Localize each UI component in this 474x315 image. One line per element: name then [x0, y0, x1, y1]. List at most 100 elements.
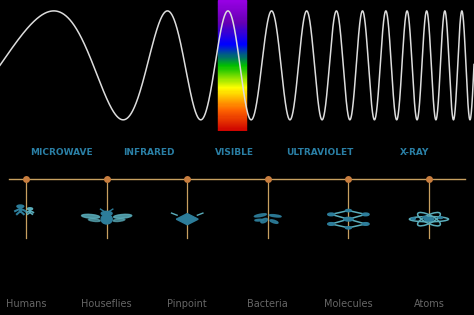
- Bar: [218, 53, 246, 54]
- Bar: [218, 93, 246, 94]
- Text: Humans: Humans: [6, 299, 46, 309]
- Circle shape: [101, 211, 112, 215]
- Bar: [218, 76, 246, 77]
- Bar: [218, 75, 246, 76]
- Bar: [218, 111, 246, 112]
- Bar: [218, 15, 246, 16]
- Bar: [218, 3, 246, 4]
- Bar: [218, 108, 246, 109]
- Bar: [218, 22, 246, 23]
- Bar: [218, 77, 246, 78]
- Bar: [218, 13, 246, 14]
- Bar: [218, 21, 246, 22]
- Bar: [218, 48, 246, 49]
- Circle shape: [328, 223, 335, 225]
- Circle shape: [424, 217, 434, 221]
- Bar: [218, 12, 246, 13]
- Text: VISIBLE: VISIBLE: [215, 148, 254, 157]
- Bar: [218, 50, 246, 51]
- Bar: [218, 100, 246, 101]
- Text: Bacteria: Bacteria: [247, 299, 288, 309]
- Bar: [218, 95, 246, 96]
- Bar: [218, 40, 246, 41]
- Bar: [218, 19, 246, 20]
- Bar: [218, 52, 246, 53]
- Bar: [218, 98, 246, 99]
- Bar: [218, 117, 246, 118]
- Bar: [218, 116, 246, 117]
- Bar: [218, 58, 246, 59]
- Ellipse shape: [255, 219, 264, 221]
- Bar: [218, 31, 246, 32]
- Bar: [218, 78, 246, 79]
- Bar: [218, 104, 246, 105]
- Bar: [218, 29, 246, 31]
- Bar: [218, 1, 246, 2]
- Ellipse shape: [114, 214, 132, 218]
- Bar: [218, 49, 246, 50]
- Ellipse shape: [89, 219, 100, 221]
- Circle shape: [17, 205, 24, 208]
- Bar: [218, 47, 246, 48]
- Ellipse shape: [270, 220, 278, 223]
- Bar: [218, 11, 246, 12]
- Ellipse shape: [82, 214, 100, 218]
- Bar: [218, 14, 246, 15]
- Bar: [218, 43, 246, 45]
- Circle shape: [328, 213, 335, 216]
- Bar: [218, 128, 246, 129]
- Circle shape: [411, 218, 415, 220]
- Bar: [218, 37, 246, 38]
- Bar: [218, 33, 246, 34]
- Bar: [218, 61, 246, 62]
- Bar: [218, 105, 246, 106]
- Bar: [218, 46, 246, 47]
- Text: Pinpoint: Pinpoint: [167, 299, 207, 309]
- Bar: [218, 0, 246, 1]
- Bar: [218, 124, 246, 125]
- Bar: [218, 51, 246, 52]
- Circle shape: [344, 217, 353, 221]
- Bar: [218, 17, 246, 19]
- Bar: [218, 90, 246, 92]
- Bar: [218, 7, 246, 8]
- Bar: [218, 59, 246, 60]
- Bar: [218, 129, 246, 130]
- Bar: [218, 89, 246, 90]
- Circle shape: [346, 227, 351, 229]
- Bar: [218, 60, 246, 61]
- Text: ULTRAVIOLET: ULTRAVIOLET: [286, 148, 354, 157]
- Bar: [218, 130, 246, 131]
- Bar: [218, 20, 246, 21]
- Bar: [218, 99, 246, 100]
- Bar: [218, 113, 246, 114]
- Bar: [218, 5, 246, 7]
- Text: Houseflies: Houseflies: [82, 299, 132, 309]
- Bar: [218, 123, 246, 124]
- Bar: [218, 102, 246, 104]
- Bar: [218, 26, 246, 27]
- Bar: [218, 63, 246, 64]
- Text: X-RAY: X-RAY: [400, 148, 429, 157]
- Bar: [218, 39, 246, 40]
- Bar: [218, 24, 246, 25]
- Bar: [218, 94, 246, 95]
- Bar: [218, 86, 246, 87]
- Bar: [218, 2, 246, 3]
- Polygon shape: [176, 214, 198, 225]
- Bar: [218, 9, 246, 10]
- Bar: [218, 125, 246, 126]
- Text: INFRARED: INFRARED: [124, 148, 175, 157]
- Bar: [218, 83, 246, 84]
- Circle shape: [362, 213, 369, 216]
- Bar: [218, 8, 246, 9]
- Bar: [218, 92, 246, 93]
- Text: Atoms: Atoms: [413, 299, 445, 309]
- Bar: [218, 114, 246, 116]
- Bar: [218, 66, 246, 67]
- Bar: [218, 73, 246, 74]
- Bar: [218, 112, 246, 113]
- Bar: [218, 82, 246, 83]
- Bar: [218, 54, 246, 55]
- Bar: [218, 41, 246, 43]
